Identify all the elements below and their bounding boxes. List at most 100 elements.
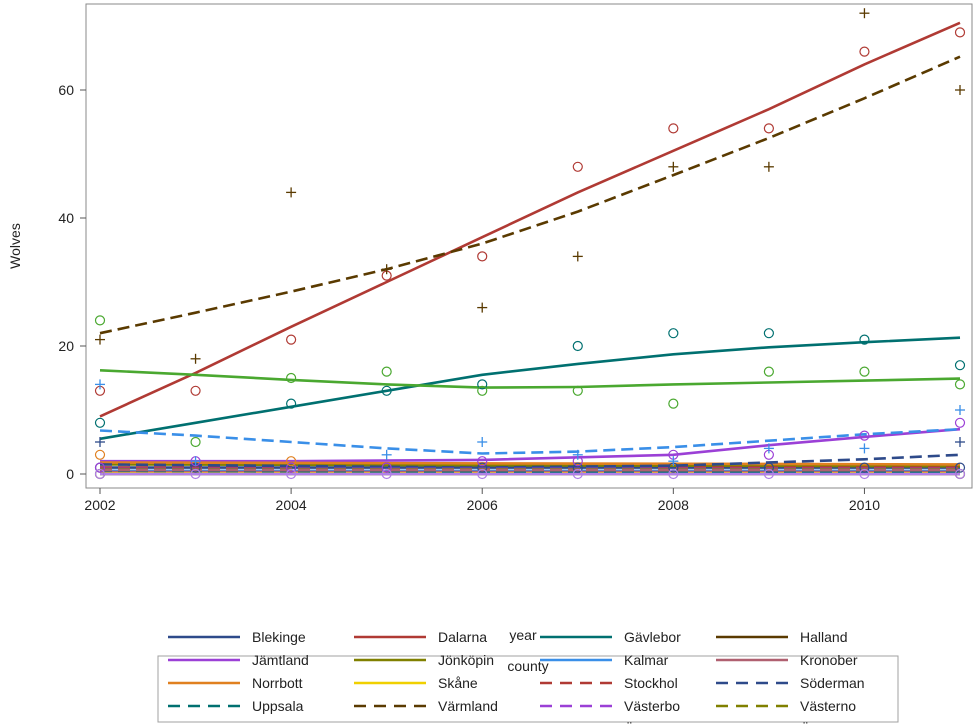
y-axis-label: Wolves: [7, 223, 23, 269]
data-point: [477, 462, 488, 473]
data-point: [954, 360, 966, 371]
data-point: [954, 417, 966, 428]
data-point: [668, 328, 679, 339]
data-point: [477, 302, 488, 313]
fit-line-16: [99, 427, 961, 455]
x-tick-label: 2010: [849, 497, 880, 513]
data-point: [859, 366, 870, 377]
data-point: [286, 462, 297, 473]
data-point: [286, 456, 297, 467]
legend-item: Stockhol: [540, 675, 678, 691]
data-point: [572, 340, 583, 352]
legend-label: Västmanl: [252, 721, 310, 724]
legend-item: Kronober: [716, 652, 858, 668]
data-point: [955, 85, 965, 95]
data-point: [859, 443, 870, 454]
data-point: [190, 353, 201, 364]
data-point: [763, 443, 774, 454]
legend-label: Jönköpin: [438, 652, 494, 668]
data-point: [572, 161, 583, 172]
y-tick-label: 20: [58, 338, 74, 354]
legend-item: Västerbo: [540, 698, 680, 714]
data-point: [954, 462, 966, 473]
legend-label: Dalarna: [438, 629, 487, 645]
legend-item: Västmanl: [252, 721, 310, 724]
legend-item: Jämtland: [168, 652, 309, 668]
legend-item: Kalmar: [540, 652, 669, 668]
legend-label: Stockhol: [624, 675, 678, 691]
legend-item: Skåne: [354, 675, 478, 691]
data-point: [572, 385, 583, 396]
data-point: [955, 437, 965, 447]
data-point: [954, 468, 966, 480]
fit-line-11: [99, 453, 961, 469]
data-point: [95, 379, 105, 390]
fit-line-8: [99, 461, 961, 466]
fit-line-1: [99, 21, 961, 418]
legend-label: Norrbott: [252, 675, 303, 691]
data-point: [763, 366, 774, 377]
data-point: [668, 123, 679, 134]
x-tick-label: 2002: [84, 497, 115, 513]
legend-label: Skåne: [438, 675, 478, 691]
data-point: [763, 328, 774, 339]
data-point: [477, 385, 488, 396]
legend-label: Östergöt: [800, 720, 854, 724]
data-point: [954, 379, 966, 390]
y-tick-label: 40: [58, 210, 74, 226]
data-point: [668, 456, 679, 467]
data-point: [859, 468, 870, 480]
fit-line-2: [99, 336, 961, 441]
fit-line-13: [99, 55, 961, 335]
data-point: [94, 417, 106, 428]
legend-item: Östergöt: [800, 720, 854, 724]
data-point: [190, 456, 201, 467]
legend-label: Västra: [438, 721, 479, 724]
data-point: [955, 405, 965, 415]
data-point: [286, 334, 297, 345]
x-tick-label: 2008: [658, 497, 689, 513]
data-point: [763, 123, 774, 134]
y-tick-label: 60: [58, 82, 74, 98]
data-point: [763, 462, 774, 473]
legend-item: Jönköpin: [354, 652, 494, 668]
data-point: [190, 385, 201, 396]
legend-item: Örebro: [624, 720, 668, 724]
data-point: [668, 398, 679, 409]
legend-item: Gävlebor: [540, 629, 681, 645]
legend-label: Halland: [800, 629, 847, 645]
data-point: [859, 46, 870, 57]
legend-label: Jämtland: [252, 652, 309, 668]
plot-frame: [85, 3, 973, 489]
legend-label: Värmland: [438, 698, 498, 714]
data-point: [572, 468, 583, 480]
data-point: [94, 468, 106, 480]
data-point: [477, 251, 488, 262]
data-point: [668, 468, 679, 480]
data-point: [859, 462, 870, 473]
legend-label: Söderman: [800, 675, 865, 691]
legend-item: Norrbott: [168, 675, 303, 691]
plot-area: [85, 3, 973, 489]
data-point: [954, 27, 966, 38]
legend-item: Värmland: [354, 698, 498, 714]
data-point: [572, 449, 583, 460]
data-point: [286, 398, 297, 409]
legend-label: Kronober: [800, 652, 858, 668]
legend-label: Gävlebor: [624, 629, 681, 645]
legend-item: Söderman: [716, 675, 865, 691]
data-point: [477, 456, 488, 467]
legend-label: Blekinge: [252, 629, 306, 645]
legend-item: Västerno: [716, 698, 856, 714]
data-point: [859, 334, 870, 345]
data-point: [572, 251, 583, 262]
legend-label: Västerbo: [624, 698, 680, 714]
data-point: [94, 462, 106, 473]
legend-items: Blekinge Dalarna Gävlebor Halland Jämtland Jö…: [168, 629, 865, 724]
data-point: [190, 468, 201, 480]
legend: county Blekinge Dalarna Gävlebor Halland Jäm…: [157, 629, 899, 724]
data-point: [94, 449, 106, 460]
data-point: [763, 161, 774, 172]
legend-item: Uppsala: [168, 698, 304, 714]
data-point: [859, 8, 870, 19]
